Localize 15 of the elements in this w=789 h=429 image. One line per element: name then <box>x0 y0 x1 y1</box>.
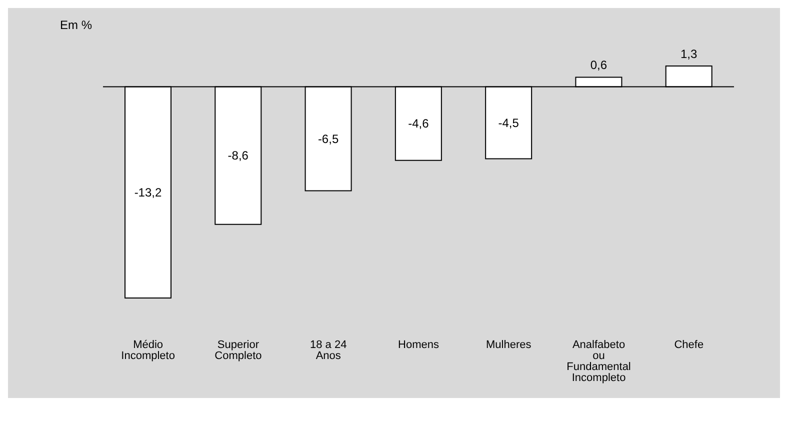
data-label: 0,6 <box>590 58 608 72</box>
x-tick-label: Analfabeto ou Fundamental Incompleto <box>566 338 631 384</box>
x-tick-label: Superior Completo <box>214 338 262 362</box>
x-tick-label: Médio Incompleto <box>121 338 175 362</box>
y-axis-title: Em % <box>60 18 92 32</box>
data-label: -13,2 <box>134 185 162 200</box>
data-label: -6,5 <box>318 132 339 146</box>
data-label: -8,6 <box>228 148 249 163</box>
x-tick-label: Homens <box>398 338 440 351</box>
data-label: -4,5 <box>498 116 520 130</box>
x-tick-label: Chefe <box>674 338 704 351</box>
data-label: -4,6 <box>408 116 430 131</box>
x-tick-label: Mulheres <box>486 338 532 351</box>
data-label: 1,3 <box>680 47 698 61</box>
x-tick-label: 18 a 24 Anos <box>310 338 347 362</box>
